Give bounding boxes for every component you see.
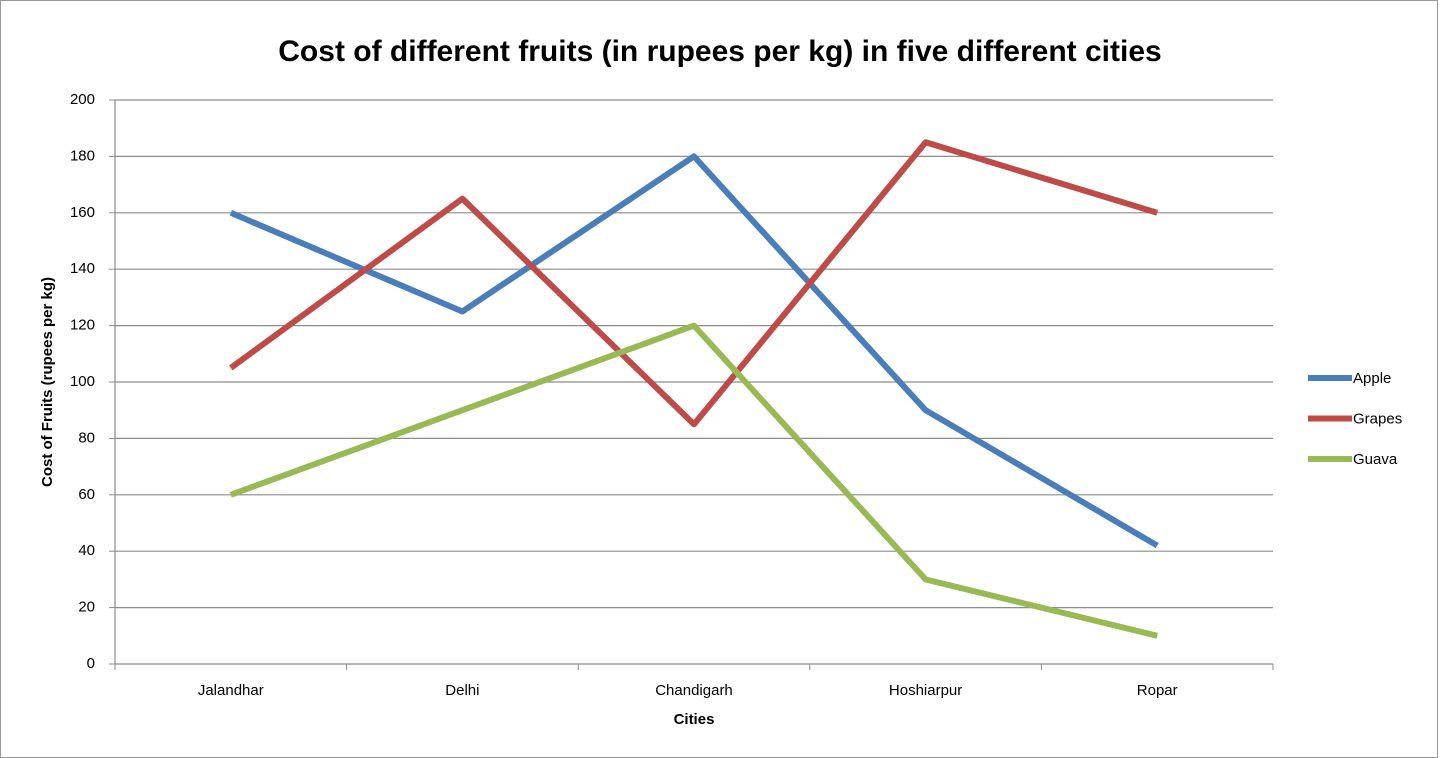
x-tick-label: Jalandhar [198,682,264,699]
y-tick-label: 80 [78,429,95,446]
y-tick-label: 20 [78,599,95,616]
x-axis-title: Cities [674,711,715,728]
legend-label: Grapes [1353,410,1402,427]
y-tick-label: 160 [70,204,95,221]
y-axis-title: Cost of Fruits (rupees per kg) [39,277,56,487]
legend-label: Guava [1353,451,1398,468]
legend-label: Apple [1353,370,1391,387]
y-tick-label: 0 [87,655,95,672]
x-tick-label: Chandigarh [655,682,733,699]
series-line [229,153,1159,549]
y-tick-label: 100 [70,373,95,390]
y-tick-label: 200 [70,91,95,108]
y-tick-label: 120 [70,317,95,334]
series-line [229,139,1159,428]
x-tick-label: Delhi [445,682,479,699]
series-line [229,322,1158,639]
y-tick-label: 40 [78,542,95,559]
x-tick-label: Hoshiarpur [889,682,962,699]
x-tick-label: Ropar [1137,682,1178,699]
y-tick-label: 140 [70,260,95,277]
y-tick-label: 60 [78,486,95,503]
y-tick-label: 180 [70,147,95,164]
chart-title: Cost of different fruits (in rupees per … [278,35,1161,68]
